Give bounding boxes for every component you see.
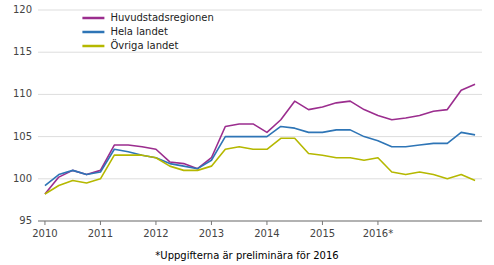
- lines: [45, 84, 475, 194]
- legend-label: Hela landet: [110, 26, 168, 37]
- legend-label: Huvudstadsregionen: [110, 12, 213, 23]
- x-tick: [377, 221, 378, 225]
- x-tick-label: 2015: [310, 228, 335, 239]
- x-tick-label: 2012: [143, 228, 168, 239]
- grid-line: [38, 178, 482, 179]
- y-tick-label: 95: [19, 215, 32, 226]
- grid-line: [38, 52, 482, 53]
- x-tick-label: 2013: [199, 228, 224, 239]
- x-tick-label: 2014: [254, 228, 279, 239]
- legend-label: Övriga landet: [110, 39, 178, 51]
- y-tick-label: 110: [13, 88, 32, 99]
- x-tick-label: 2010: [32, 228, 57, 239]
- x-tick: [322, 221, 323, 225]
- x-tick: [211, 221, 212, 225]
- y-tick-label: 115: [13, 46, 32, 57]
- x-axis-line: [38, 221, 482, 222]
- legend-swatch: [82, 17, 104, 20]
- series-line: [45, 138, 475, 194]
- footnote: *Uppgifterna är preliminära för 2016: [155, 250, 338, 261]
- legend-swatch: [82, 31, 104, 34]
- y-tick-label: 100: [13, 173, 32, 184]
- y-tick-label: 105: [13, 131, 32, 142]
- series-line: [45, 84, 475, 194]
- legend-swatch: [82, 45, 104, 48]
- series-line: [45, 126, 475, 185]
- grid-line: [38, 94, 482, 95]
- x-tick: [155, 221, 156, 225]
- x-tick-label: 2011: [88, 228, 113, 239]
- y-tick-label: 120: [13, 4, 32, 15]
- x-tick: [100, 221, 101, 225]
- legend: Huvudstadsregionen Hela landet Övriga land…: [82, 12, 213, 51]
- grid-line: [38, 221, 482, 222]
- x-tick: [44, 221, 45, 225]
- x-tick-label: 2016*: [363, 228, 393, 239]
- chart: 95 100 105 110 115 120 2010 2011 2012 2013 2014 201…: [0, 0, 494, 265]
- y-grid: [38, 10, 482, 221]
- x-tick: [266, 221, 267, 225]
- grid-line: [38, 10, 482, 11]
